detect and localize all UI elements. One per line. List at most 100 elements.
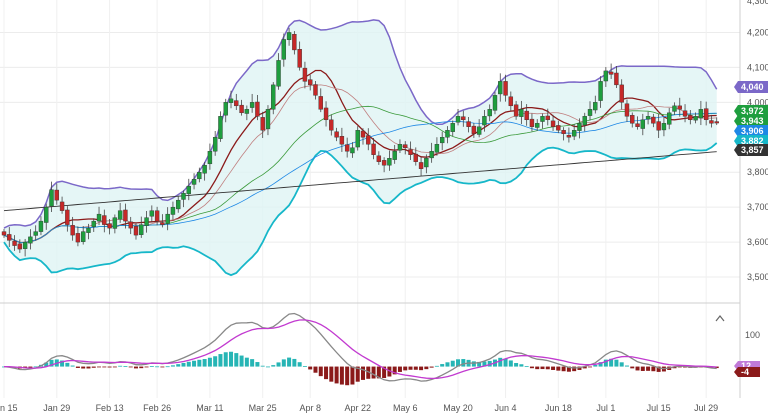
macd-bar-124 [656,366,661,372]
macd-bar-111 [588,366,593,368]
x-tick-label-10: Jun 4 [495,403,517,413]
macd-bar-35 [186,361,191,367]
macd-bar-113 [598,362,603,367]
candle-56 [297,49,302,68]
macd-bar-76 [403,366,408,371]
candle-109 [577,123,582,131]
y-tick-label-1: 4,100 [747,62,768,72]
macd-bar-40 [213,356,218,367]
macd-bar-96 [508,360,513,367]
candle-62 [329,119,334,131]
candle-5 [28,236,33,244]
macd-bar-95 [503,358,508,367]
macd-line [3,312,717,382]
x-tick-label-1: Jan 29 [43,403,70,413]
macd-bar-87 [461,359,466,367]
candle-20 [107,223,112,229]
macd-bar-54 [287,357,292,367]
candle-45 [239,104,244,114]
candle-97 [513,104,519,117]
candle-116 [614,72,619,86]
x-tick-label-4: Mar 11 [196,403,223,413]
macd-bar-118 [624,365,629,367]
candle-134 [709,120,714,124]
candle-106 [561,130,566,134]
macd-bar-112 [593,365,598,367]
candle-53 [281,39,287,60]
candle-124 [656,121,661,131]
candle-86 [455,116,461,123]
candle-27 [144,217,149,226]
candle-4 [22,241,28,249]
candle-41 [218,116,223,139]
macd-bar-26 [139,366,144,369]
candle-44 [234,100,239,107]
candle-129 [682,110,688,117]
macd-bar-99 [524,366,529,368]
candle-74 [392,151,397,160]
macd-bar-114 [603,359,608,367]
macd-bar-6 [33,366,38,368]
macd-bar-15 [81,366,86,369]
candle-99 [524,110,529,121]
price-tag-5 [734,144,768,156]
candle-22 [117,210,123,220]
candle-117 [619,84,624,103]
bollinger-upper [3,19,718,229]
moving-averages [3,69,717,244]
x-tick-label-13: Jul 15 [647,403,671,413]
bollinger-bands [3,19,718,277]
candle-40 [212,137,218,152]
macd-bar-94 [498,357,503,367]
macd-bar-55 [292,358,297,367]
price-tag-label-4: 3,882 [741,136,764,146]
bollinger-fill [4,19,717,276]
macd-tick-0: 100 [745,330,760,340]
macd-bar-127 [672,366,677,369]
candle-93 [492,95,498,111]
candle-108 [571,130,577,137]
macd-bar-18 [97,366,102,368]
candle-120 [635,123,640,127]
macd-bar-17 [91,366,96,368]
macd-bar-81 [429,366,434,368]
candle-126 [667,112,672,125]
candle-26 [139,224,144,235]
macd-bar-25 [133,366,138,369]
macd-bar-75 [397,366,402,372]
macd-bar-41 [218,354,223,367]
macd-bar-67 [355,366,360,382]
macd-tag-label-1: -4 [741,367,749,377]
macd-bar-46 [244,357,249,367]
candle-14 [75,233,81,243]
candle-49 [260,117,265,131]
candle-25 [133,226,139,236]
macd-bar-97 [514,363,519,367]
candle-123 [651,116,656,124]
macd-bar-32 [170,365,175,367]
macd-bar-69 [366,366,371,379]
macd-bar-98 [519,364,524,367]
candle-6 [33,231,38,236]
macd-bar-116 [614,359,619,367]
candle-110 [582,116,587,126]
macd-bar-22 [118,365,123,367]
macd-bar-19 [102,366,107,368]
candle-47 [249,102,255,108]
macd-bar-42 [223,352,228,367]
candle-9 [49,189,54,207]
price-tag-label-5: 3,857 [741,145,764,155]
macd-bar-53 [281,359,286,367]
macd-bar-122 [646,366,651,371]
x-tick-label-8: May 6 [393,403,418,413]
candle-71 [376,155,382,162]
candle-52 [276,60,281,87]
candle-17 [91,220,96,227]
collapse-panel-icon[interactable] [715,315,725,322]
macd-bar-64 [339,366,344,385]
candle-89 [471,125,477,134]
candle-13 [70,225,75,236]
macd-bar-70 [371,366,376,379]
macd-bar-110 [582,366,587,369]
